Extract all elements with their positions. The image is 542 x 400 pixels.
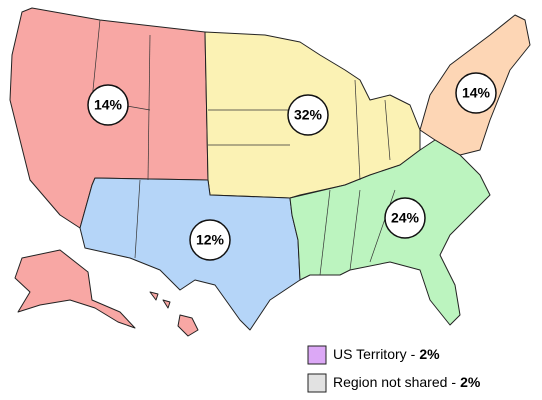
legend-swatch — [307, 345, 327, 365]
region-share-label: 12% — [196, 232, 225, 248]
state-line — [319, 189, 331, 276]
region — [79, 177, 301, 331]
region-badge — [287, 94, 329, 136]
state-line — [354, 79, 361, 181]
region-share-label: 24% — [391, 210, 420, 226]
legend-value: 2% — [460, 374, 481, 390]
legend-name: Region not shared — [333, 374, 447, 390]
region — [162, 299, 171, 309]
state-line — [369, 189, 396, 263]
legend-separator: - — [411, 346, 416, 362]
region — [14, 249, 136, 329]
region-badge — [384, 197, 426, 239]
region — [177, 314, 199, 337]
region-badge — [455, 72, 497, 114]
legend-name: US Territory — [333, 346, 407, 362]
region-share-label: 32% — [294, 107, 323, 123]
region-share-label: 14% — [94, 97, 123, 113]
legend-entry: US Territory -2% — [333, 346, 440, 362]
region-share-label: 14% — [462, 85, 491, 101]
region-badge — [189, 219, 231, 261]
legend-value: 2% — [419, 346, 440, 362]
state-line — [349, 189, 361, 271]
legend-swatch — [307, 373, 327, 393]
state-line — [134, 179, 141, 259]
region — [289, 139, 491, 326]
region-badge — [87, 84, 129, 126]
state-line — [384, 99, 391, 161]
region — [149, 291, 159, 301]
legend-entry: Region not shared -2% — [333, 374, 481, 390]
legend-separator: - — [451, 374, 456, 390]
state-line — [147, 34, 151, 181]
